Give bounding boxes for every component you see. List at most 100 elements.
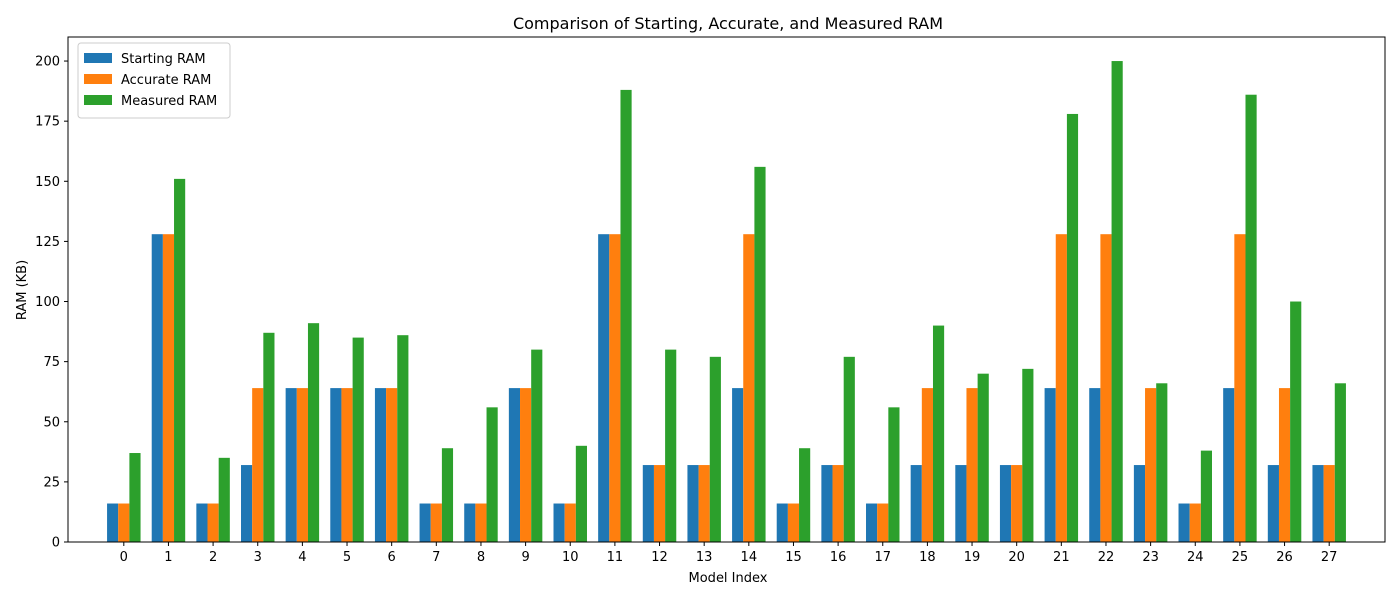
bar-accurate-ram-26 [1278, 388, 1291, 542]
bar-accurate-ram-8 [475, 503, 487, 542]
x-tick-label: 14 [741, 550, 758, 565]
bar-accurate-ram-22 [1100, 234, 1112, 542]
x-tick-label: 23 [1142, 550, 1159, 565]
legend-swatch-accurate-ram [84, 74, 112, 84]
x-tick-label: 19 [964, 550, 981, 565]
x-tick-label: 21 [1053, 550, 1070, 565]
bar-accurate-ram-3 [252, 388, 264, 542]
y-tick-label: 0 [52, 536, 60, 551]
bar-starting-ram-9 [508, 388, 521, 542]
bar-starting-ram-16 [821, 465, 833, 542]
bar-measured-ram-13 [709, 356, 721, 542]
x-tick-label: 8 [477, 550, 485, 565]
bar-starting-ram-23 [1133, 465, 1146, 542]
bar-measured-ram-17 [888, 407, 900, 542]
y-tick-label: 25 [43, 475, 60, 490]
bar-measured-ram-27 [1334, 383, 1346, 542]
x-tick-label: 0 [120, 550, 128, 565]
bar-measured-ram-10 [575, 445, 587, 542]
bar-starting-ram-25 [1223, 388, 1235, 542]
legend-box [77, 42, 231, 119]
legend-label-starting-ram: Starting RAM [121, 52, 206, 67]
bar-accurate-ram-10 [564, 503, 576, 542]
x-tick-label: 17 [874, 550, 891, 565]
bar-starting-ram-15 [776, 503, 788, 542]
y-tick-label: 75 [43, 355, 60, 370]
y-tick-label: 50 [43, 415, 60, 430]
bar-starting-ram-4 [285, 388, 297, 542]
bar-starting-ram-13 [687, 465, 699, 542]
bar-accurate-ram-19 [966, 388, 978, 542]
bar-starting-ram-18 [910, 465, 922, 542]
bar-accurate-ram-1 [162, 234, 175, 542]
x-tick-label: 7 [432, 550, 440, 565]
axes-layer: 0 1 2 3 4 5 6 7 8 9 10 11 12 13 14 15 16 17 18 19 20 21 22 23 24… [35, 36, 1386, 565]
x-tick-label: 25 [1232, 550, 1249, 565]
x-tick-label: 12 [651, 550, 668, 565]
chart-title: Comparison of Starting, Accurate, and Me… [513, 14, 943, 33]
bar-accurate-ram-4 [296, 388, 308, 542]
x-tick-label: 15 [785, 550, 802, 565]
bar-accurate-ram-27 [1323, 465, 1335, 542]
bar-measured-ram-15 [799, 448, 811, 542]
bar-starting-ram-5 [330, 388, 342, 542]
bar-measured-ram-16 [843, 356, 855, 542]
bar-measured-ram-23 [1156, 383, 1168, 542]
bar-accurate-ram-18 [921, 388, 933, 542]
y-tick-label: 175 [35, 115, 60, 130]
bar-starting-ram-22 [1089, 388, 1101, 542]
bar-measured-ram-21 [1066, 113, 1079, 542]
x-tick-label: 16 [830, 550, 847, 565]
bar-starting-ram-20 [999, 465, 1012, 542]
x-tick-label: 3 [254, 550, 262, 565]
x-tick-label: 6 [388, 550, 396, 565]
x-tick-label: 5 [343, 550, 351, 565]
bar-starting-ram-27 [1312, 465, 1324, 542]
y-tick-label: 100 [35, 295, 60, 310]
y-axis-label: RAM (KB) [15, 260, 30, 320]
legend: Starting RAM Accurate RAM Measured RAM [77, 42, 231, 119]
bar-starting-ram-0 [107, 503, 119, 542]
bar-accurate-ram-9 [520, 388, 532, 542]
bar-measured-ram-24 [1200, 450, 1212, 542]
x-tick-label: 1 [164, 550, 172, 565]
bar-starting-ram-6 [374, 388, 387, 542]
bar-measured-ram-22 [1111, 61, 1123, 543]
bar-accurate-ram-15 [787, 503, 800, 542]
y-tick-label: 125 [35, 235, 60, 250]
bar-measured-ram-25 [1245, 94, 1257, 543]
bar-measured-ram-18 [932, 325, 945, 542]
bar-starting-ram-1 [151, 234, 163, 542]
bars-layer [107, 61, 1346, 543]
bar-measured-ram-20 [1022, 368, 1034, 542]
bar-accurate-ram-14 [743, 234, 755, 542]
x-tick-label: 4 [298, 550, 306, 565]
bar-accurate-ram-21 [1055, 234, 1067, 542]
bar-measured-ram-6 [397, 335, 409, 542]
bar-measured-ram-4 [307, 323, 320, 542]
bar-measured-ram-5 [352, 337, 364, 542]
legend-label-measured-ram: Measured RAM [121, 94, 217, 109]
bar-measured-ram-19 [977, 373, 989, 542]
bar-accurate-ram-23 [1145, 388, 1157, 542]
x-tick-label: 22 [1098, 550, 1115, 565]
plot-frame [67, 36, 1386, 543]
bar-measured-ram-7 [441, 448, 454, 542]
bar-starting-ram-10 [553, 503, 565, 542]
x-tick-label: 10 [562, 550, 579, 565]
legend-swatch-starting-ram [84, 53, 112, 63]
y-tick-label: 200 [35, 55, 60, 70]
bar-starting-ram-3 [241, 465, 253, 542]
bar-accurate-ram-13 [698, 465, 710, 542]
bar-measured-ram-2 [218, 457, 230, 542]
bar-measured-ram-8 [486, 407, 498, 542]
bar-measured-ram-0 [129, 453, 141, 542]
x-axis-label: Model Index [689, 571, 768, 586]
bar-starting-ram-11 [598, 234, 610, 542]
bar-accurate-ram-25 [1234, 234, 1246, 542]
bar-starting-ram-2 [196, 503, 208, 542]
bar-accurate-ram-7 [430, 503, 442, 542]
bar-accurate-ram-12 [653, 465, 666, 542]
x-tick-label: 24 [1187, 550, 1204, 565]
